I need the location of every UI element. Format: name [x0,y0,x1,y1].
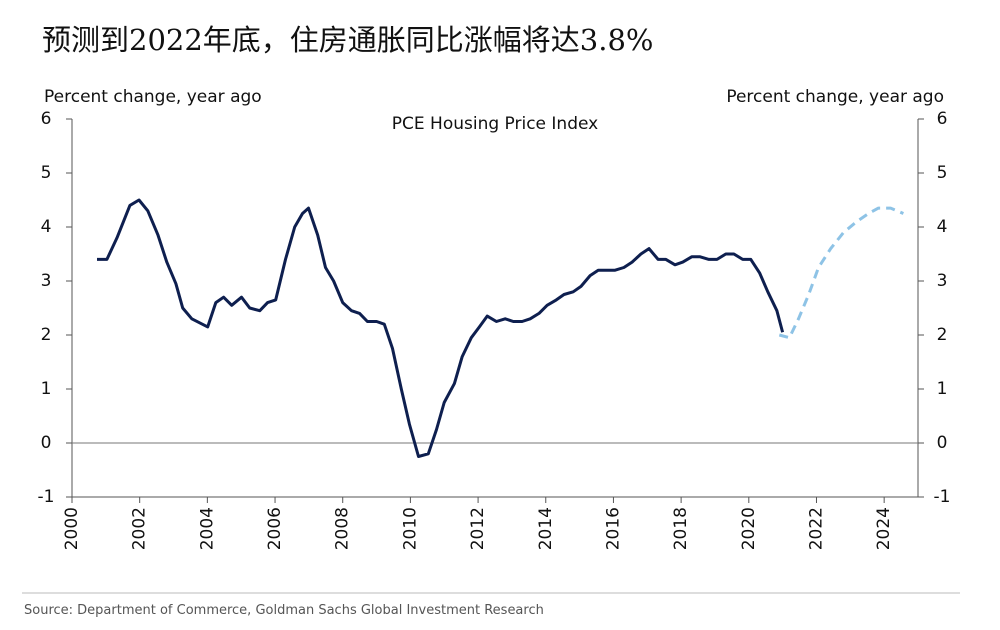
x-tick-label: 2018 [671,507,691,550]
y-tick-label: 4 [41,217,52,237]
y2-tick-label: 0 [937,433,948,453]
data-line [97,198,785,458]
x-tick-label: 2010 [400,507,420,550]
y-tick-label: 3 [41,271,52,291]
forecast-line [778,206,904,340]
x-tick-label: 2008 [333,507,353,550]
chart-title: 预测到2022年底，住房通胀同比涨幅将达3.8% [42,23,653,57]
x-tick-label: 2016 [603,507,623,550]
y-tick-label: 1 [41,379,52,399]
y2-axis-label: Percent change, year ago [726,87,944,107]
y-tick-label: 2 [41,325,52,345]
y-axis-label: Percent change, year ago [44,87,262,107]
y-tick-label: 5 [41,163,52,183]
x-tick-label: 2024 [874,507,894,550]
y2-tick-label: 1 [937,379,948,399]
y-tick-label: 0 [41,433,52,453]
y-tick-label: 6 [41,109,52,129]
y2-tick-label: 2 [937,325,948,345]
chart-subtitle: PCE Housing Price Index [392,114,598,134]
x-tick-label: 2004 [197,507,217,550]
y2-tick-label: 5 [937,163,948,183]
y2-tick-label: 6 [937,109,948,129]
x-tick-label: 2012 [468,507,488,550]
x-tick-label: 2022 [806,507,826,550]
y2-tick-label: 4 [937,217,948,237]
source-note: Source: Department of Commerce, Goldman … [24,603,544,618]
x-tick-label: 2020 [739,507,759,550]
y-tick-label: -1 [38,487,55,507]
x-tick-label: 2000 [62,507,82,550]
x-tick-label: 2006 [265,507,285,550]
y2-tick-label: 3 [937,271,948,291]
y2-tick-label: -1 [934,487,951,507]
x-tick-label: 2014 [536,507,556,550]
x-tick-label: 2002 [130,507,150,550]
